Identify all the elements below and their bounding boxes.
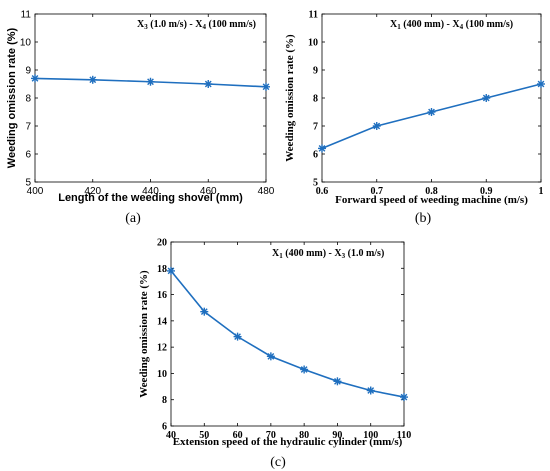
y-tick-label: 10 bbox=[157, 369, 167, 380]
chart-annotation: X1 (400 mm) - X3 (1.0 m/s) bbox=[272, 248, 384, 260]
data-point-marker bbox=[300, 365, 309, 374]
x-tick-label: 440 bbox=[142, 186, 159, 197]
data-point-marker bbox=[482, 94, 491, 102]
y-tick-label: 14 bbox=[157, 316, 167, 327]
x-tick-label: 100 bbox=[363, 430, 378, 441]
data-point-marker bbox=[233, 332, 242, 341]
y-axis-label: Weeding omission rate (%) bbox=[6, 27, 18, 168]
x-tick-label: 0.7 bbox=[371, 186, 384, 197]
y-tick-label: 6 bbox=[25, 150, 31, 161]
data-point-marker bbox=[372, 122, 381, 130]
data-point-marker bbox=[88, 75, 97, 84]
y-tick-label: 11 bbox=[309, 10, 318, 21]
x-tick-label: 400 bbox=[27, 186, 44, 197]
data-point-marker bbox=[366, 386, 375, 395]
data-point-marker bbox=[266, 352, 275, 361]
y-tick-label: 10 bbox=[20, 38, 32, 49]
x-tick-label: 0.8 bbox=[425, 186, 438, 197]
panel-label: (b) bbox=[415, 211, 432, 226]
y-tick-label: 18 bbox=[157, 264, 167, 275]
series-line bbox=[321, 83, 542, 150]
y-tick-label: 7 bbox=[313, 122, 318, 133]
x-tick-label: 0.9 bbox=[480, 186, 493, 197]
y-tick-label: 6 bbox=[162, 422, 167, 433]
series-line bbox=[170, 270, 405, 398]
y-tick-label: 12 bbox=[157, 343, 167, 354]
plot-frame bbox=[321, 13, 542, 183]
data-point-marker bbox=[400, 393, 408, 402]
plot-frame bbox=[170, 241, 405, 427]
chart-panel-c: 40 50 60 70 80 90 100 110 6 8 10 12 14 16 18 20 Extensio… bbox=[138, 238, 411, 471]
x-tick-label: 0.6 bbox=[316, 186, 329, 197]
chart-annotation: X3 (1.0 m/s) - X4 (100 mm/s) bbox=[137, 19, 256, 31]
data-point-marker bbox=[537, 80, 545, 88]
panel-label: (c) bbox=[270, 455, 286, 470]
data-point-marker bbox=[146, 77, 155, 86]
data-point-marker bbox=[167, 266, 175, 275]
x-axis-label: Length of the weeding shovel (mm) bbox=[58, 192, 243, 204]
x-tick-label: 480 bbox=[258, 186, 275, 197]
plot-frame bbox=[34, 13, 267, 183]
x-tick-label: 1 bbox=[539, 186, 544, 197]
y-tick-label: 5 bbox=[313, 178, 318, 189]
data-point-marker bbox=[200, 307, 209, 316]
x-tick-label: 460 bbox=[200, 186, 217, 197]
y-tick-label: 11 bbox=[21, 10, 32, 21]
chart-annotation: X1 (400 mm) - X4 (100 mm/s) bbox=[390, 19, 513, 31]
chart-panel-a: 400 420 440 460 480 5 6 7 8 9 10 11 Length of the we… bbox=[6, 10, 275, 227]
data-point-marker bbox=[427, 108, 436, 116]
y-tick-label: 10 bbox=[308, 38, 318, 49]
chart-panel-b: 0.6 0.7 0.8 0.9 1 5 6 7 8 9 10 11 Forward speed of w… bbox=[284, 10, 545, 226]
data-point-marker bbox=[31, 74, 39, 83]
y-tick-label: 9 bbox=[25, 66, 31, 77]
x-axis-label: Forward speed of weeding machine (m/s) bbox=[335, 194, 528, 206]
y-tick-label: 5 bbox=[25, 178, 31, 189]
x-tick-label: 70 bbox=[266, 430, 276, 441]
y-tick-label: 8 bbox=[313, 94, 318, 105]
data-point-marker bbox=[204, 80, 213, 88]
x-tick-label: 50 bbox=[199, 430, 209, 441]
y-tick-label: 6 bbox=[313, 150, 318, 161]
x-tick-label: 60 bbox=[233, 430, 243, 441]
data-point-marker bbox=[262, 82, 270, 91]
panel-label: (a) bbox=[125, 211, 141, 226]
x-tick-label: 80 bbox=[299, 430, 309, 441]
y-tick-label: 16 bbox=[157, 290, 167, 301]
data-point-marker bbox=[333, 377, 342, 386]
x-tick-label: 420 bbox=[84, 186, 101, 197]
y-tick-label: 7 bbox=[25, 122, 31, 133]
y-tick-label: 8 bbox=[162, 395, 167, 406]
y-axis-label: Weeding omission rate (%) bbox=[284, 34, 296, 162]
y-tick-label: 8 bbox=[25, 94, 31, 105]
y-tick-label: 9 bbox=[313, 66, 318, 77]
y-axis-label: Weeding omission rate (%) bbox=[138, 270, 150, 398]
y-tick-label: 20 bbox=[157, 238, 167, 249]
x-tick-label: 110 bbox=[397, 430, 411, 441]
x-tick-label: 40 bbox=[166, 430, 176, 441]
x-axis-label: Extension speed of the hydraulic cylinde… bbox=[173, 436, 403, 448]
x-tick-label: 90 bbox=[332, 430, 342, 441]
data-point-marker bbox=[318, 144, 326, 153]
